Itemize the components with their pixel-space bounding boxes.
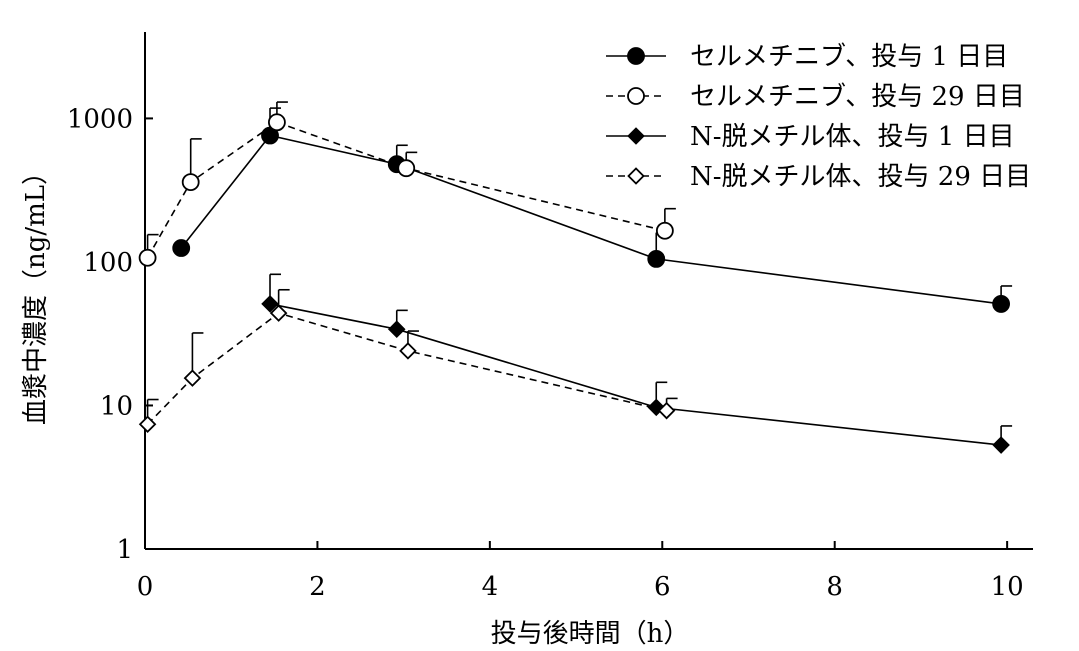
series-3 xyxy=(261,273,1013,454)
legend-marker xyxy=(627,127,645,145)
data-point xyxy=(647,250,666,268)
data-point xyxy=(181,173,200,191)
y-tick-label: 10 xyxy=(100,391,133,421)
legend-label: セルメチニブ、投与 29 日目 xyxy=(690,82,1025,112)
legend-item: セルメチニブ、投与 1 日目 xyxy=(606,42,1008,72)
data-point xyxy=(992,295,1011,313)
x-tick-label: 4 xyxy=(482,572,499,602)
x-tick-label: 6 xyxy=(654,572,671,602)
legend-label: セルメチニブ、投与 1 日目 xyxy=(690,42,1008,72)
legend-label: N-脱メチル体、投与 1 日目 xyxy=(690,122,1015,152)
data-point xyxy=(138,248,157,267)
legend-item: セルメチニブ、投与 29 日目 xyxy=(606,82,1025,112)
data-point xyxy=(268,113,286,132)
data-point xyxy=(183,369,202,387)
legend-marker xyxy=(627,47,645,65)
data-point xyxy=(397,159,416,178)
legend-label: N-脱メチル体、投与 29 日目 xyxy=(690,162,1031,192)
data-point xyxy=(655,221,674,240)
data-point xyxy=(261,295,279,313)
series-4 xyxy=(138,288,678,434)
series-line xyxy=(180,134,1002,305)
x-tick-label: 0 xyxy=(137,572,154,602)
legend-marker xyxy=(627,87,645,105)
series-2 xyxy=(138,101,676,267)
data-point xyxy=(138,415,157,434)
y-tick-label: 1 xyxy=(116,535,133,565)
legend-item: N-脱メチル体、投与 29 日目 xyxy=(606,162,1031,192)
x-tick-label: 2 xyxy=(309,572,326,602)
x-axis-title: 投与後時間（h） xyxy=(491,619,690,649)
series-line xyxy=(147,312,667,425)
data-point xyxy=(657,401,676,420)
x-tick-label: 10 xyxy=(991,572,1024,602)
data-point xyxy=(399,342,417,360)
series-line xyxy=(146,121,666,259)
series-line xyxy=(269,303,1002,446)
y-tick-label: 1000 xyxy=(67,104,133,134)
legend-marker xyxy=(627,167,645,185)
y-axis-title: 血漿中濃度（ng/mL） xyxy=(21,159,51,425)
data-point xyxy=(992,436,1010,454)
x-axis-ticks: 0 2 4 6 8 10 xyxy=(137,541,1024,602)
x-tick-label: 8 xyxy=(826,572,843,602)
y-tick-label: 100 xyxy=(83,248,133,278)
legend-item: N-脱メチル体、投与 1 日目 xyxy=(606,122,1015,152)
y-axis-ticks: 1 10 100 1000 xyxy=(67,104,153,565)
data-point xyxy=(172,239,191,257)
data-point xyxy=(269,304,288,322)
plot-series xyxy=(138,101,1013,454)
data-point xyxy=(387,320,406,338)
